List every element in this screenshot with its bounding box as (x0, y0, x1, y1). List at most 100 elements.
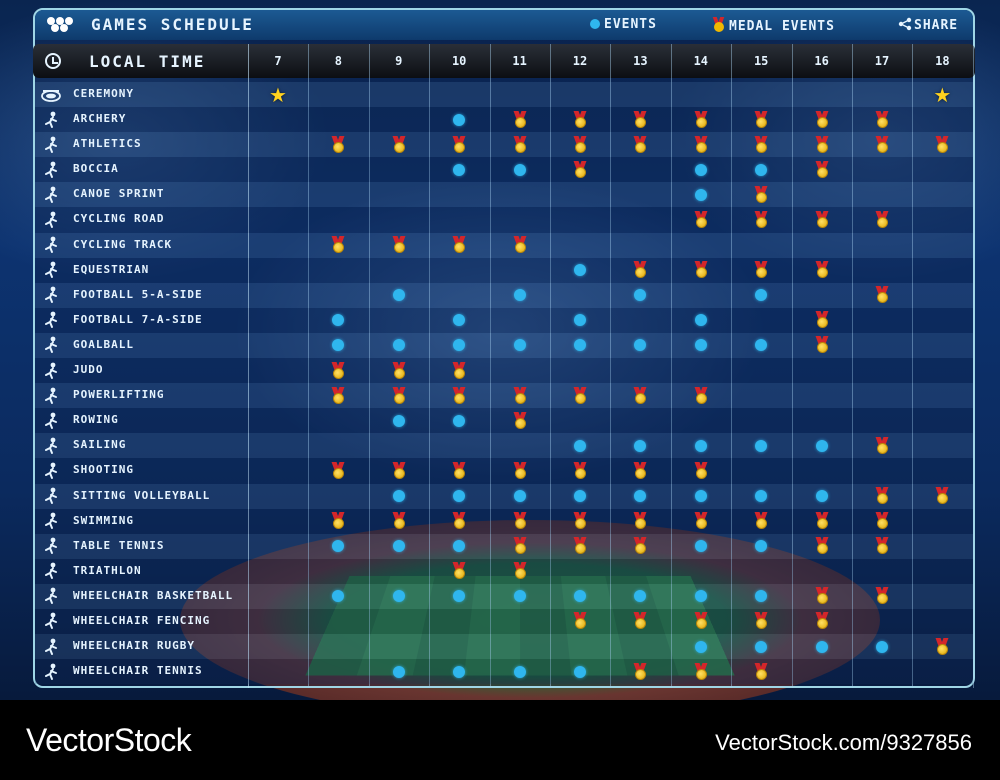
event-cell[interactable] (429, 308, 489, 333)
medal-event-cell[interactable] (792, 308, 852, 333)
ceremony-cell[interactable]: ★ (912, 82, 972, 107)
event-cell[interactable] (429, 659, 489, 684)
medal-event-cell[interactable] (490, 534, 550, 559)
event-cell[interactable] (429, 107, 489, 132)
medal-event-cell[interactable] (369, 358, 429, 383)
medal-event-cell[interactable] (731, 182, 791, 207)
medal-event-cell[interactable] (731, 207, 791, 232)
event-cell[interactable] (671, 308, 731, 333)
medal-event-cell[interactable] (792, 157, 852, 182)
event-cell[interactable] (429, 584, 489, 609)
medal-event-cell[interactable] (610, 609, 670, 634)
medal-event-cell[interactable] (610, 258, 670, 283)
event-cell[interactable] (550, 308, 610, 333)
medal-event-cell[interactable] (671, 458, 731, 483)
medal-event-cell[interactable] (429, 383, 489, 408)
medal-event-cell[interactable] (490, 408, 550, 433)
medal-event-cell[interactable] (792, 534, 852, 559)
medal-event-cell[interactable] (731, 659, 791, 684)
event-cell[interactable] (550, 659, 610, 684)
event-cell[interactable] (610, 584, 670, 609)
medal-event-cell[interactable] (852, 509, 912, 534)
event-cell[interactable] (610, 283, 670, 308)
medal-event-cell[interactable] (852, 584, 912, 609)
medal-event-cell[interactable] (550, 157, 610, 182)
medal-event-cell[interactable] (308, 358, 368, 383)
medal-event-cell[interactable] (731, 509, 791, 534)
medal-event-cell[interactable] (429, 132, 489, 157)
medal-event-cell[interactable] (308, 233, 368, 258)
event-cell[interactable] (429, 157, 489, 182)
medal-event-cell[interactable] (490, 132, 550, 157)
event-cell[interactable] (308, 308, 368, 333)
event-cell[interactable] (308, 534, 368, 559)
medal-event-cell[interactable] (550, 132, 610, 157)
event-cell[interactable] (369, 484, 429, 509)
event-cell[interactable] (490, 484, 550, 509)
medal-event-cell[interactable] (912, 484, 972, 509)
medal-event-cell[interactable] (429, 233, 489, 258)
event-cell[interactable] (550, 584, 610, 609)
medal-event-cell[interactable] (610, 509, 670, 534)
event-cell[interactable] (671, 584, 731, 609)
event-cell[interactable] (429, 484, 489, 509)
event-cell[interactable] (369, 534, 429, 559)
medal-event-cell[interactable] (308, 458, 368, 483)
medal-event-cell[interactable] (429, 509, 489, 534)
medal-event-cell[interactable] (852, 132, 912, 157)
medal-event-cell[interactable] (490, 559, 550, 584)
event-cell[interactable] (369, 333, 429, 358)
medal-event-cell[interactable] (610, 534, 670, 559)
medal-event-cell[interactable] (671, 258, 731, 283)
event-cell[interactable] (550, 433, 610, 458)
event-cell[interactable] (429, 333, 489, 358)
medal-event-cell[interactable] (912, 132, 972, 157)
medal-event-cell[interactable] (852, 433, 912, 458)
medal-event-cell[interactable] (852, 534, 912, 559)
event-cell[interactable] (490, 157, 550, 182)
medal-event-cell[interactable] (731, 107, 791, 132)
event-cell[interactable] (369, 408, 429, 433)
event-cell[interactable] (731, 283, 791, 308)
medal-event-cell[interactable] (550, 509, 610, 534)
event-cell[interactable] (490, 659, 550, 684)
event-cell[interactable] (731, 157, 791, 182)
event-cell[interactable] (731, 584, 791, 609)
medal-event-cell[interactable] (671, 659, 731, 684)
ceremony-cell[interactable]: ★ (248, 82, 308, 107)
event-cell[interactable] (308, 584, 368, 609)
medal-event-cell[interactable] (852, 484, 912, 509)
medal-event-cell[interactable] (852, 107, 912, 132)
medal-event-cell[interactable] (369, 233, 429, 258)
medal-event-cell[interactable] (852, 283, 912, 308)
medal-event-cell[interactable] (731, 609, 791, 634)
event-cell[interactable] (792, 433, 852, 458)
medal-event-cell[interactable] (610, 383, 670, 408)
event-cell[interactable] (308, 333, 368, 358)
medal-event-cell[interactable] (550, 458, 610, 483)
event-cell[interactable] (852, 634, 912, 659)
event-cell[interactable] (550, 484, 610, 509)
event-cell[interactable] (429, 534, 489, 559)
medal-event-cell[interactable] (490, 509, 550, 534)
medal-event-cell[interactable] (671, 509, 731, 534)
medal-event-cell[interactable] (550, 107, 610, 132)
medal-event-cell[interactable] (671, 609, 731, 634)
event-cell[interactable] (369, 584, 429, 609)
medal-event-cell[interactable] (369, 383, 429, 408)
share-button[interactable]: SHARE (898, 17, 958, 33)
event-cell[interactable] (429, 408, 489, 433)
medal-event-cell[interactable] (792, 132, 852, 157)
event-cell[interactable] (490, 333, 550, 358)
event-cell[interactable] (671, 484, 731, 509)
event-cell[interactable] (610, 433, 670, 458)
medal-event-cell[interactable] (671, 207, 731, 232)
event-cell[interactable] (731, 534, 791, 559)
event-cell[interactable] (731, 634, 791, 659)
medal-event-cell[interactable] (308, 383, 368, 408)
medal-event-cell[interactable] (490, 458, 550, 483)
medal-event-cell[interactable] (550, 534, 610, 559)
event-cell[interactable] (671, 157, 731, 182)
medal-event-cell[interactable] (792, 107, 852, 132)
event-cell[interactable] (792, 634, 852, 659)
